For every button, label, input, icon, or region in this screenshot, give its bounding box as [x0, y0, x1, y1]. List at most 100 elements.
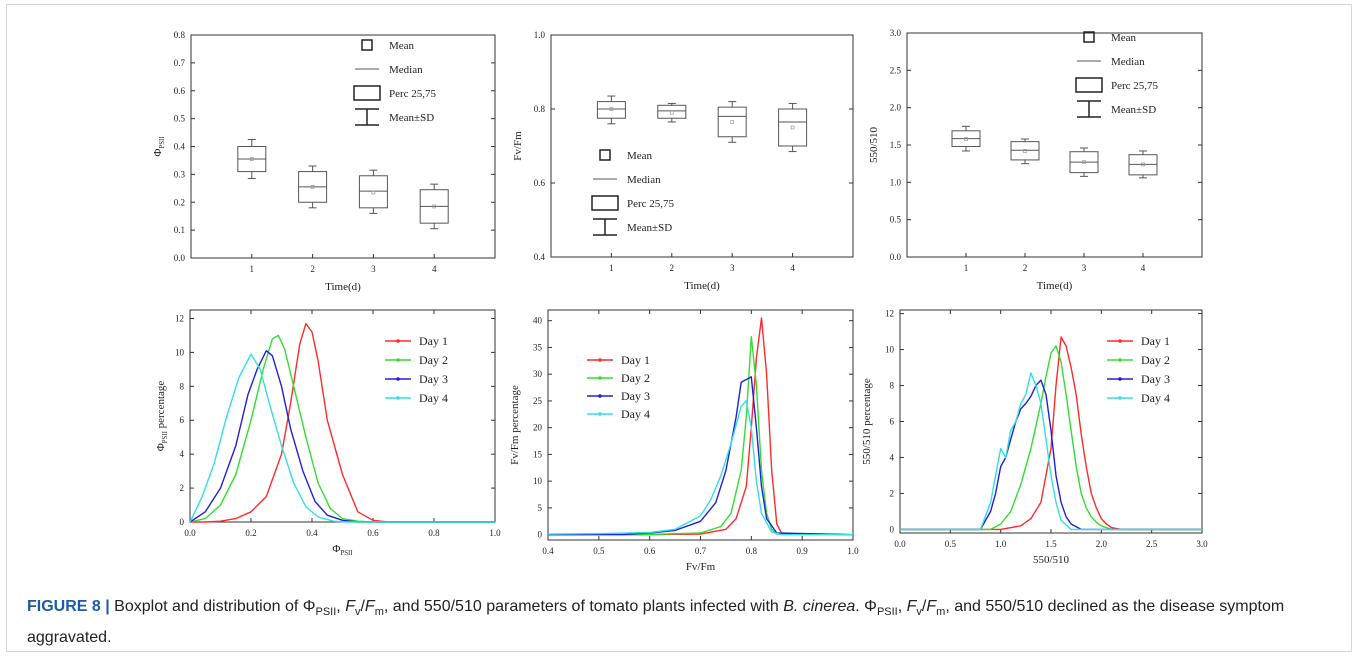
- legend-label: Mean±SD: [627, 222, 672, 234]
- y-tick-label: 8: [180, 381, 185, 391]
- x-tick-label: 0.4: [542, 546, 554, 556]
- legend-label: Day 3: [1141, 372, 1170, 386]
- y-tick-label: 4: [890, 452, 895, 462]
- series-4: [900, 372, 1202, 531]
- y-tick-label: 40: [533, 316, 543, 326]
- series-line: [189, 353, 495, 523]
- box-iqr: [778, 108, 808, 147]
- y-tick-label: 2: [180, 483, 185, 493]
- figure-label: FIGURE 8 |: [27, 598, 110, 615]
- y-tick-label: 25: [533, 396, 543, 406]
- y-tick-label: 20: [533, 423, 543, 433]
- series-line: [900, 379, 1202, 531]
- y-tick-label: 15: [533, 449, 543, 459]
- mean-marker: [1141, 162, 1145, 167]
- caption-part: v: [916, 606, 922, 619]
- caption-part: F: [345, 598, 355, 615]
- plot-area-frame: [547, 309, 854, 541]
- box-iqr: [657, 104, 687, 119]
- y-tick-label: 3.0: [890, 28, 902, 38]
- x-tick-label: 3: [730, 263, 735, 273]
- x-axis-label: Time(d): [684, 280, 720, 292]
- caption-part: F: [364, 598, 375, 615]
- y-tick-label: 10: [533, 476, 543, 486]
- box-2: [1010, 138, 1040, 165]
- mean-marker: [609, 107, 614, 111]
- y-tick-label: 0.6: [534, 178, 546, 188]
- series-2: [189, 334, 495, 523]
- x-tick-label: 2.5: [1146, 539, 1158, 549]
- boxplot-legend: Mean Median Perc 25,75 Mean±SD: [353, 39, 437, 126]
- mean-marker: [310, 185, 315, 189]
- chart-panel-3: 0.0 0.5 1.0 1.5 2.0 2.5 3.0 1 2 3 4 Mean Median Perc …: [868, 28, 1203, 292]
- y-tick-label: 1.5: [890, 140, 902, 150]
- caption-part: PSII: [876, 606, 898, 619]
- mean-marker: [432, 204, 437, 209]
- y-axis-label: Fv/Fm: [512, 131, 524, 161]
- x-tick-label: 1.0: [847, 546, 859, 556]
- mean-marker: [1082, 160, 1086, 165]
- series-1: [190, 322, 495, 523]
- box-1: [237, 139, 267, 180]
- y-tick-label: 0.6: [174, 86, 186, 96]
- mean-marker: [371, 190, 376, 195]
- series-line: [900, 336, 1202, 531]
- mean-marker: [249, 157, 254, 161]
- legend-marker: [396, 339, 400, 343]
- legend-label: Mean: [1111, 32, 1137, 44]
- chart-panel-5: 0 5 10 15 20 25 30 35 40 0.4 0.5 0.6 0.7 0.8 0.9 1.0 Day…: [509, 309, 859, 573]
- x-tick-label: 1.0: [489, 528, 501, 538]
- line-legend: Day 1 Day 2 Day 3 Day 4: [587, 353, 650, 421]
- box-1: [951, 125, 981, 152]
- legend-marker: [598, 376, 602, 380]
- caption-part: m: [374, 606, 384, 619]
- x-tick-label: 2: [670, 263, 675, 273]
- x-tick-label: 0.8: [746, 546, 758, 556]
- x-axis-label: Time(d): [325, 281, 361, 293]
- legend-marker: [1118, 358, 1122, 362]
- x-tick-label: 1.0: [995, 539, 1007, 549]
- y-tick-label: 5: [538, 503, 543, 513]
- caption-body: Boxplot and distribution of ΦPSII, Fv/Fm…: [27, 598, 1284, 646]
- y-axis-label: Fv/Fm percentage: [509, 385, 521, 465]
- legend-label: Day 4: [1141, 391, 1170, 405]
- x-tick-label: 3: [371, 264, 376, 274]
- legend-label: Day 2: [621, 371, 650, 385]
- box-4: [778, 102, 808, 153]
- x-tick-label: 2: [310, 264, 315, 274]
- box-iqr: [717, 106, 747, 138]
- legend-marker: [396, 358, 400, 362]
- y-tick-label: 0.3: [174, 169, 186, 179]
- x-tick-label: 4: [1141, 263, 1146, 273]
- x-tick-label: 0.0: [894, 539, 906, 549]
- y-tick-label: 0.8: [534, 104, 546, 114]
- legend-label: Mean: [389, 40, 415, 52]
- x-tick-label: 1: [609, 263, 614, 273]
- y-axis-label: 550/510 percentage: [861, 378, 873, 465]
- legend-mean-symbol: [599, 149, 611, 161]
- legend-label: Day 1: [1141, 334, 1170, 348]
- series-1: [548, 317, 854, 536]
- caption-part: /: [360, 598, 365, 615]
- x-axis-label: Fv/Fm: [686, 561, 716, 573]
- y-tick-label: 0.4: [534, 252, 546, 262]
- series-line: [900, 345, 1202, 531]
- legend-box-symbol: [591, 195, 619, 211]
- boxplot-legend: Mean Median Perc 25,75 Mean±SD: [591, 149, 675, 236]
- legend-mean-symbol: [1083, 31, 1095, 43]
- series-1: [900, 336, 1202, 531]
- legend-label: Day 3: [419, 372, 448, 386]
- y-tick-label: 6: [180, 415, 185, 425]
- legend-box-symbol: [353, 85, 381, 101]
- y-tick-label: 0: [538, 530, 543, 540]
- y-axis-label: ΦPSII percentage: [155, 381, 169, 452]
- y-tick-label: 12: [175, 313, 184, 323]
- legend-label: Day 2: [419, 353, 448, 367]
- y-tick-label: 4: [180, 449, 185, 459]
- caption-part: v: [354, 606, 361, 619]
- legend-label: Median: [389, 64, 423, 76]
- legend-box-symbol: [1075, 77, 1103, 93]
- y-axis-label: 550/510: [868, 126, 880, 163]
